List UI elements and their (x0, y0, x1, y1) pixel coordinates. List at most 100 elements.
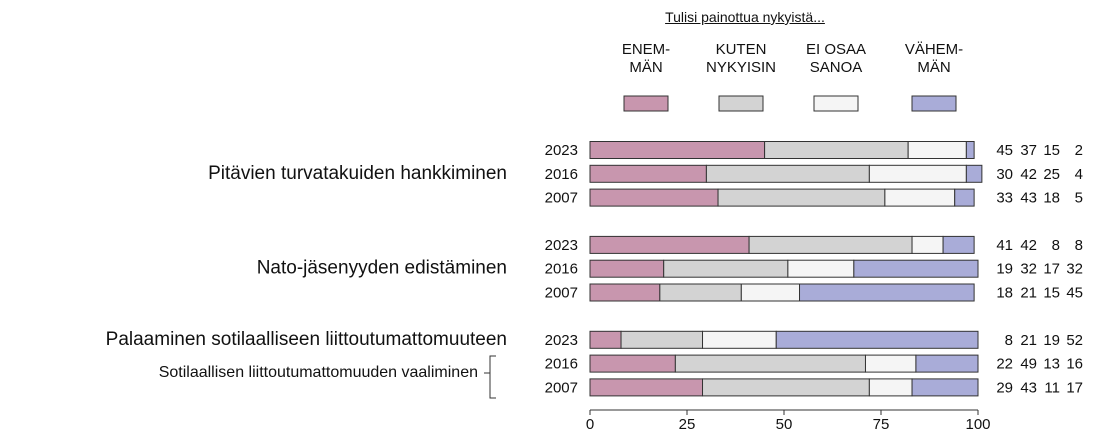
value-label: 21 (1020, 332, 1037, 349)
value-label: 32 (1020, 261, 1037, 278)
bar-segment (864, 354, 917, 373)
bar-segment (589, 164, 707, 183)
value-label: 45 (996, 142, 1013, 159)
value-label: 42 (1020, 237, 1037, 254)
year-label: 2023 (545, 237, 578, 254)
bar-segment (717, 188, 886, 207)
x-tick-label: 25 (679, 416, 696, 433)
bar-segment (965, 164, 983, 183)
bracket (484, 355, 496, 399)
bar-segment (942, 235, 975, 254)
bar-segment (589, 141, 766, 159)
legend-swatch (813, 95, 859, 112)
bar-segment (705, 164, 870, 183)
bar-segment (954, 188, 975, 207)
x-tick-label: 50 (776, 416, 793, 433)
value-label: 17 (1066, 379, 1083, 396)
legend-label: ENEM- MÄN (621, 41, 671, 76)
year-label: 2023 (545, 142, 578, 159)
value-label: 33 (996, 190, 1013, 207)
x-tick-label: 0 (586, 416, 594, 433)
value-label: 8 (1005, 332, 1013, 349)
bar-segment (915, 354, 979, 373)
year-label: 2007 (545, 284, 578, 301)
year-label: 2007 (545, 379, 578, 396)
bar-segment (620, 330, 704, 349)
value-label: 13 (1043, 356, 1060, 373)
bar-segment (663, 259, 789, 278)
value-label: 41 (996, 237, 1013, 254)
value-label: 16 (1066, 356, 1083, 373)
value-label: 32 (1066, 261, 1083, 278)
year-label: 2016 (545, 356, 578, 373)
legend-label: EI OSAA SANOA (805, 41, 867, 76)
value-label: 30 (996, 166, 1013, 183)
value-label: 52 (1066, 332, 1083, 349)
row-label: Pitävien turvatakuiden hankkiminen (208, 163, 507, 184)
bar-segment (907, 141, 967, 159)
legend-label: KUTEN NYKYISIN (705, 41, 777, 76)
bar-segment (702, 378, 870, 397)
bar-segment (659, 283, 742, 302)
bar-segment (748, 235, 913, 254)
value-label: 4 (1075, 166, 1083, 183)
value-label: 17 (1043, 261, 1060, 278)
value-label: 43 (1020, 190, 1037, 207)
year-label: 2007 (545, 190, 578, 207)
bar-segment (589, 330, 622, 349)
bar-segment (911, 378, 979, 397)
value-label: 43 (1020, 379, 1037, 396)
value-label: 21 (1020, 284, 1037, 301)
bar-segment (589, 259, 665, 278)
value-label: 19 (996, 261, 1013, 278)
x-tick-label: 100 (965, 416, 990, 433)
bar-segment (589, 354, 676, 373)
value-label: 45 (1066, 284, 1083, 301)
value-label: 8 (1075, 237, 1083, 254)
year-label: 2023 (545, 332, 578, 349)
value-label: 2 (1075, 142, 1083, 159)
bar-segment (799, 283, 975, 302)
value-label: 18 (996, 284, 1013, 301)
legend-title: Tulisi painottua nykyistä... (665, 9, 825, 25)
year-label: 2016 (545, 261, 578, 278)
value-label: 18 (1043, 190, 1060, 207)
value-label: 37 (1020, 142, 1037, 159)
bar-segment (965, 141, 975, 159)
row-label: Nato-jäsenyyden edistäminen (257, 258, 507, 279)
value-label: 15 (1043, 142, 1060, 159)
legend-swatch (623, 95, 669, 112)
row-label: Palaaminen sotilaalliseen liittoutumatto… (106, 329, 507, 350)
bar-segment (702, 330, 777, 349)
value-label: 25 (1043, 166, 1060, 183)
bar-segment (884, 188, 956, 207)
bar-segment (674, 354, 866, 373)
value-label: 49 (1020, 356, 1037, 373)
bar-segment (740, 283, 801, 302)
value-label: 15 (1043, 284, 1060, 301)
row-label: Sotilaallisen liittoutumattomuuden vaali… (159, 364, 478, 381)
legend-swatch (718, 95, 764, 112)
bar-segment (764, 141, 909, 159)
bar-segment (787, 259, 855, 278)
x-tick-label: 75 (873, 416, 890, 433)
bar-segment (853, 259, 979, 278)
bar-segment (868, 164, 967, 183)
year-label: 2016 (545, 166, 578, 183)
bar-segment (589, 378, 704, 397)
bar-segment (775, 330, 979, 349)
value-label: 5 (1075, 190, 1083, 207)
value-label: 42 (1020, 166, 1037, 183)
value-label: 29 (996, 379, 1013, 396)
bar-segment (911, 235, 944, 254)
value-label: 22 (996, 356, 1013, 373)
value-label: 8 (1052, 237, 1060, 254)
bar-segment (868, 378, 913, 397)
legend-label: VÄHEM- MÄN (904, 41, 964, 76)
bar-segment (589, 235, 750, 254)
bar-segment (589, 188, 719, 207)
legend-swatch (911, 95, 957, 112)
value-label: 11 (1044, 379, 1060, 396)
